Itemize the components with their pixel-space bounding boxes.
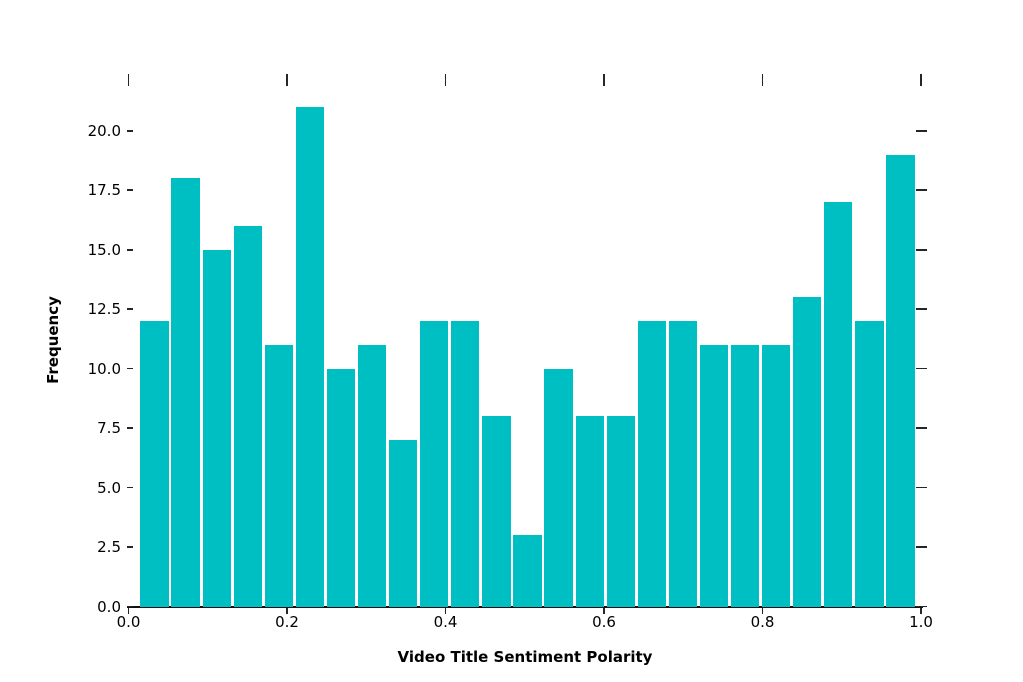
y-tick-mark: [126, 427, 134, 429]
right-tick-mark: [915, 605, 927, 608]
y-tick-label: 5.0: [97, 478, 121, 497]
x-tick-mark: [286, 607, 288, 615]
histogram-bar: [451, 321, 480, 607]
right-tick-mark: [915, 129, 927, 132]
y-tick-mark: [126, 308, 134, 310]
histogram-bar: [730, 344, 760, 607]
histogram-bar: [357, 344, 387, 607]
y-tick-mark: [126, 129, 134, 132]
top-tick-mark: [920, 74, 922, 86]
y-tick-label: 20.0: [87, 121, 121, 140]
histogram-bar: [420, 321, 449, 607]
histogram-bar: [699, 344, 729, 607]
y-tick-label: 10.0: [87, 359, 121, 378]
x-axis-spine: [127, 605, 923, 608]
top-tick-mark: [444, 74, 447, 86]
y-tick-mark: [126, 605, 134, 608]
histogram-bar: [264, 344, 293, 607]
top-tick-mark: [286, 74, 288, 86]
right-tick-mark: [915, 427, 927, 429]
histogram-bar: [855, 321, 884, 607]
x-tick-mark: [603, 607, 605, 615]
y-axis-label: Frequency: [44, 296, 62, 384]
y-tick-mark: [126, 248, 134, 251]
x-tick-label: 0.2: [275, 612, 299, 631]
x-tick-mark: [444, 607, 447, 615]
histogram-bar: [513, 535, 542, 607]
y-tick-mark: [126, 367, 134, 370]
histogram-bar: [606, 416, 635, 607]
x-tick-label: 0.6: [592, 612, 616, 631]
histogram-bar: [886, 154, 915, 607]
histogram-bar: [389, 440, 418, 607]
histogram-bar: [637, 321, 666, 607]
right-tick-mark: [915, 546, 927, 548]
top-tick-mark: [603, 74, 605, 86]
histogram-bar: [140, 321, 169, 607]
x-axis-label: Video Title Sentiment Polarity: [397, 648, 653, 666]
y-tick-label: 7.5: [97, 419, 121, 438]
y-tick-label: 17.5: [87, 181, 121, 200]
x-tick-label: 0.4: [433, 612, 458, 631]
histogram-bar: [295, 106, 325, 607]
histogram-bar: [326, 368, 356, 607]
histogram-bar: [668, 321, 698, 607]
histogram-bar: [482, 416, 511, 607]
x-tick-mark: [920, 607, 922, 615]
histogram-bar: [761, 344, 791, 607]
x-tick-mark: [761, 607, 764, 615]
y-tick-mark: [126, 546, 134, 548]
x-tick-label: 0.8: [750, 612, 775, 631]
histogram-bar: [824, 202, 853, 607]
histogram-bar: [171, 178, 200, 607]
y-tick-mark: [126, 486, 134, 489]
y-tick-label: 2.5: [97, 538, 121, 557]
y-tick-label: 15.0: [87, 240, 121, 259]
right-tick-mark: [915, 486, 927, 489]
histogram-bar: [575, 416, 604, 607]
top-tick-mark: [761, 74, 764, 86]
y-tick-mark: [126, 189, 134, 192]
y-tick-label: 0.0: [97, 597, 121, 616]
x-tick-label: 0.0: [116, 612, 141, 631]
right-tick-mark: [915, 189, 927, 192]
y-tick-label: 12.5: [87, 300, 121, 319]
right-tick-mark: [915, 308, 927, 310]
histogram-bar: [233, 225, 262, 607]
x-tick-mark: [127, 607, 130, 615]
right-tick-mark: [915, 367, 927, 370]
histogram-bar: [793, 297, 822, 607]
top-tick-mark: [127, 74, 130, 86]
x-tick-label: 1.0: [909, 612, 933, 631]
histogram-bar: [544, 368, 573, 607]
right-tick-mark: [915, 248, 927, 251]
histogram-bar: [202, 249, 231, 607]
